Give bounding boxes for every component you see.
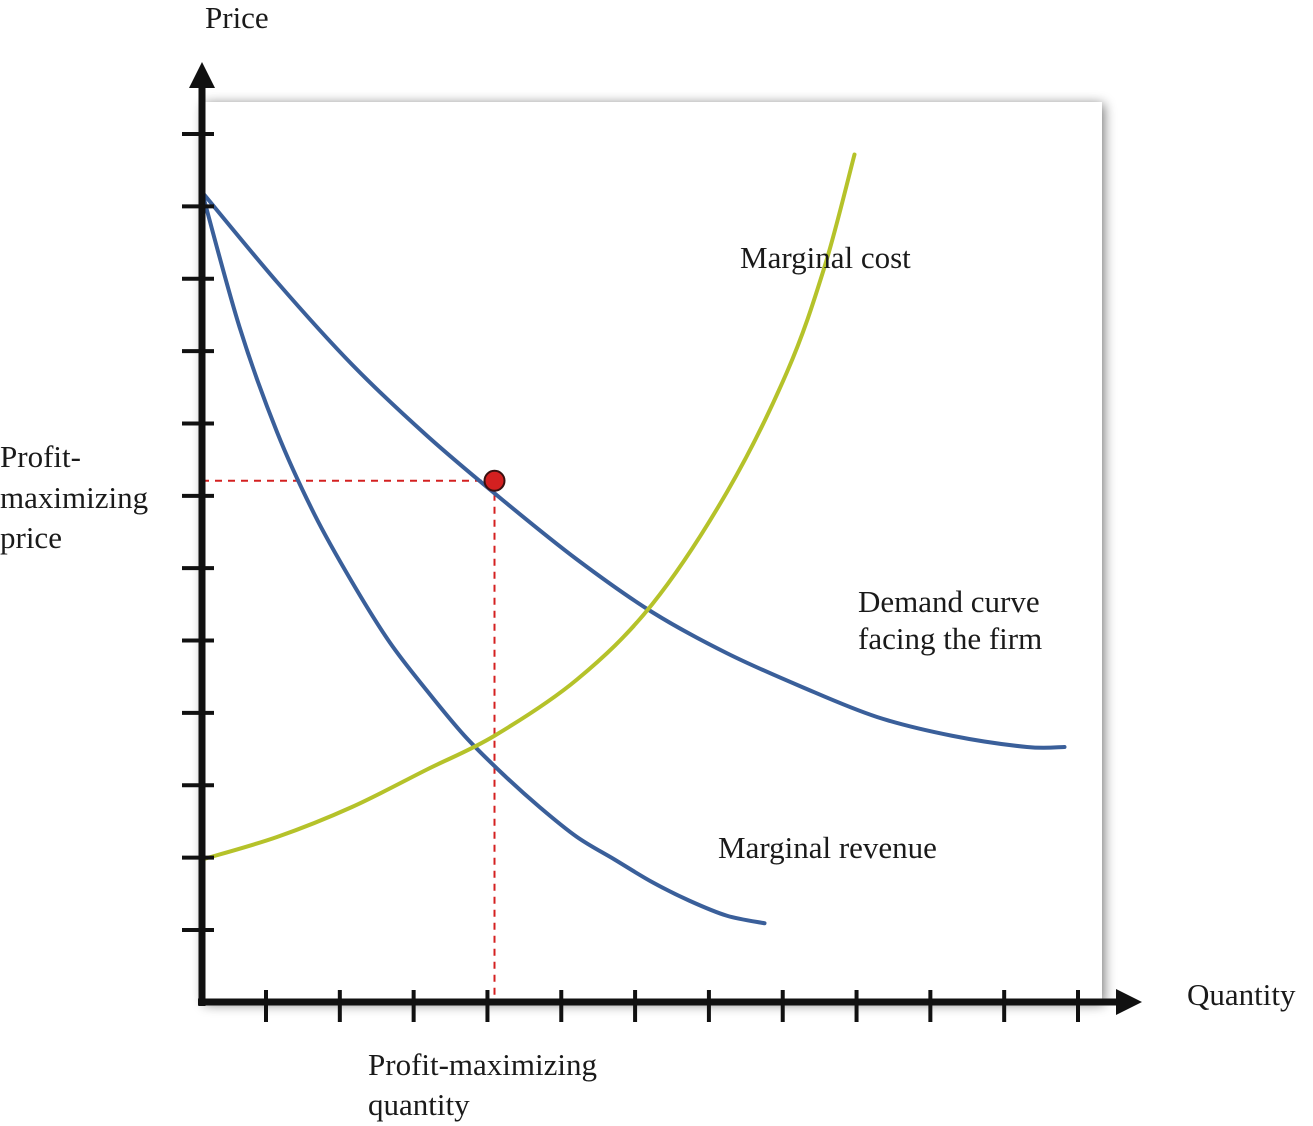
x-axis-arrow xyxy=(1116,989,1142,1015)
y-axis-arrow xyxy=(189,62,215,88)
marginal-revenue-label: Marginal revenue xyxy=(718,830,937,865)
marginal-cost-curve xyxy=(200,152,857,862)
marginal-revenue-curve xyxy=(200,190,767,926)
price-label-line3: price xyxy=(0,520,62,555)
plot-panel xyxy=(202,102,1102,1002)
demand-label-line1: Demand curve xyxy=(858,584,1040,619)
profit-max-point xyxy=(483,469,506,492)
demand-curve xyxy=(200,190,1067,750)
marginal-cost-label: Marginal cost xyxy=(740,240,911,275)
price-label-line1: Profit- xyxy=(0,439,81,474)
quantity-label-line2: quantity xyxy=(368,1087,470,1122)
demand-label-line2: facing the firm xyxy=(858,621,1042,656)
quantity-label-line1: Profit-maximizing xyxy=(368,1047,597,1082)
price-label-line2: maximizing xyxy=(0,480,148,515)
x-axis-label: Quantity xyxy=(1187,977,1296,1012)
y-axis-label: Price xyxy=(205,0,269,35)
